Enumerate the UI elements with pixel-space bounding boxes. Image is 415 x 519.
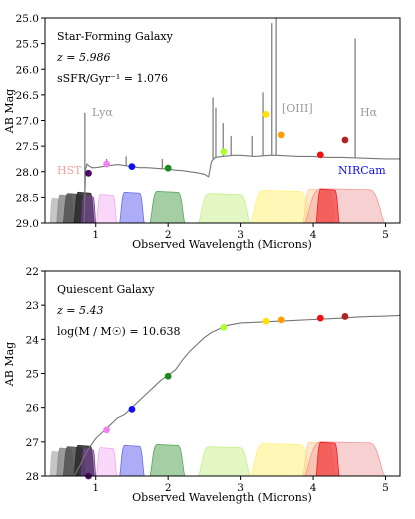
y-tick-label: 25.0 — [16, 13, 39, 25]
photometry-points — [85, 110, 349, 177]
panel-title: Star-Forming Galaxy — [57, 30, 174, 43]
emission-lines — [84, 18, 356, 197]
x-axis-label: Observed Wavelength (Microns) — [132, 238, 312, 251]
x-axis-ticks: 1 2 3 4 5 — [92, 476, 389, 494]
lyman-alpha-label: Lyα — [92, 106, 113, 119]
y-tick-label: 26.0 — [16, 64, 39, 76]
y-axis-ticks: 25.0 25.5 26.0 26.5 27.0 27.5 28.0 28.5 29.0 — [16, 13, 45, 230]
photometry-point — [220, 323, 228, 331]
photometry-point — [164, 164, 172, 172]
y-tick-label: 22 — [26, 266, 39, 278]
filter-F200W — [149, 444, 186, 477]
filter-F430M — [315, 188, 340, 224]
photometry-point — [341, 313, 349, 320]
photometry-point — [220, 148, 228, 156]
y-tick-label: 27.5 — [16, 141, 39, 153]
filter-F356W — [249, 190, 313, 224]
mass-label: log(M / M☉) = 10.638 — [57, 325, 181, 338]
hst-label: HST — [57, 164, 82, 177]
y-tick-label: 28 — [26, 471, 39, 483]
photometry-point — [341, 136, 349, 144]
photometry-point — [262, 110, 270, 118]
photometry-point — [103, 426, 110, 434]
x-tick-label: 5 — [382, 229, 389, 241]
x-tick-label: 1 — [92, 482, 99, 494]
photometry-point — [262, 317, 270, 325]
y-tick-label: 23 — [26, 300, 39, 312]
y-tick-label: 25.5 — [16, 39, 39, 51]
panel-star-forming: 25.0 25.5 26.0 26.5 27.0 27.5 28.0 28.5 29.0 1 2 3… — [3, 13, 401, 251]
filter-F090W — [80, 195, 97, 224]
nircam-label: NIRCam — [338, 164, 386, 177]
photometry-point — [85, 169, 92, 177]
y-tick-label: 28.0 — [16, 167, 39, 179]
photometry-point — [277, 316, 285, 324]
filter-F150W — [119, 444, 145, 477]
y-tick-label: 25 — [26, 369, 39, 381]
y-axis-label: AB Mag — [3, 89, 16, 134]
y-axis-label: AB Mag — [3, 342, 16, 387]
oiii-label: [OIII] — [282, 102, 313, 115]
y-tick-label: 26 — [26, 403, 40, 415]
x-axis-label: Observed Wavelength (Microns) — [132, 491, 312, 504]
filter-curves — [49, 188, 386, 224]
ssfr-label: sSFR/Gyr⁻¹ = 1.076 — [57, 72, 168, 85]
filter-F150W — [119, 191, 145, 224]
x-tick-label: 2 — [165, 229, 172, 241]
y-tick-label: 29.0 — [16, 218, 39, 230]
photometry-point — [103, 160, 110, 168]
panel-title: Quiescent Galaxy — [57, 283, 155, 296]
x-tick-label: 3 — [237, 229, 244, 241]
y-tick-label: 27 — [26, 437, 39, 449]
x-tick-label: 2 — [165, 482, 172, 494]
x-tick-label: 1 — [92, 229, 99, 241]
x-tick-label: 5 — [382, 482, 389, 494]
photometry-point — [316, 314, 324, 322]
x-tick-label: 4 — [310, 229, 317, 241]
y-axis-ticks: 22 23 24 25 26 27 28 — [26, 266, 45, 483]
redshift-label: z = 5.43 — [56, 304, 104, 317]
photometry-point — [164, 372, 172, 380]
filter-F356W — [249, 443, 313, 477]
y-tick-label: 24 — [26, 334, 40, 346]
photometry-point — [128, 405, 136, 413]
spectrum-line — [59, 154, 400, 224]
filter-F115W — [95, 194, 118, 224]
photometry-point — [277, 131, 285, 139]
x-tick-label: 3 — [237, 482, 244, 494]
y-tick-label: 26.5 — [16, 90, 39, 102]
filter-F115W — [95, 447, 118, 477]
y-tick-label: 28.5 — [16, 192, 39, 204]
photometry-point — [316, 151, 324, 159]
filter-F430M — [315, 441, 340, 477]
filter-F277W — [197, 193, 251, 224]
photometry-point — [128, 163, 136, 171]
filter-F277W — [197, 446, 251, 477]
x-tick-label: 4 — [310, 482, 317, 494]
h-alpha-label: Hα — [360, 106, 378, 119]
filter-F090W — [80, 448, 97, 477]
x-axis-ticks: 1 2 3 4 5 — [92, 223, 389, 241]
redshift-label: z = 5.986 — [56, 51, 111, 64]
y-tick-label: 27.0 — [16, 116, 39, 128]
filter-F200W — [149, 191, 186, 224]
filter-curves — [49, 441, 386, 477]
